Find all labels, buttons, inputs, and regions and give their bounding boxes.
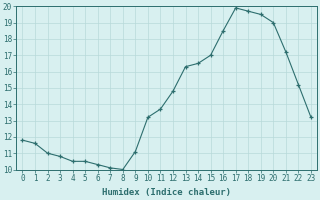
X-axis label: Humidex (Indice chaleur): Humidex (Indice chaleur): [102, 188, 231, 197]
